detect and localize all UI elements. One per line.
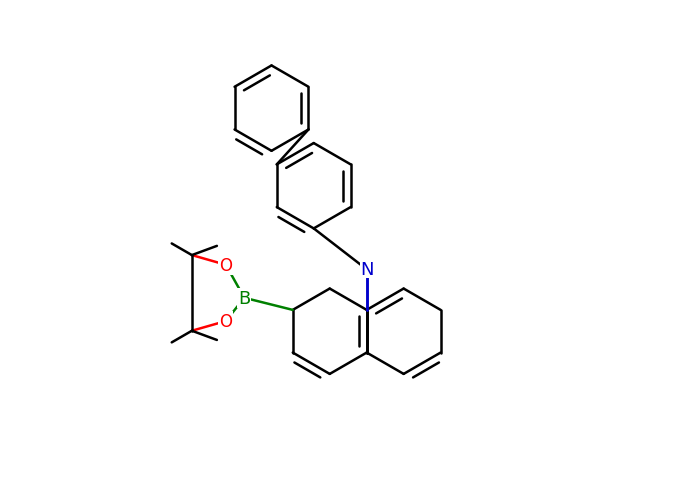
Text: N: N bbox=[360, 261, 373, 279]
Text: B: B bbox=[238, 289, 250, 307]
Text: O: O bbox=[219, 256, 233, 274]
Text: O: O bbox=[219, 312, 233, 331]
